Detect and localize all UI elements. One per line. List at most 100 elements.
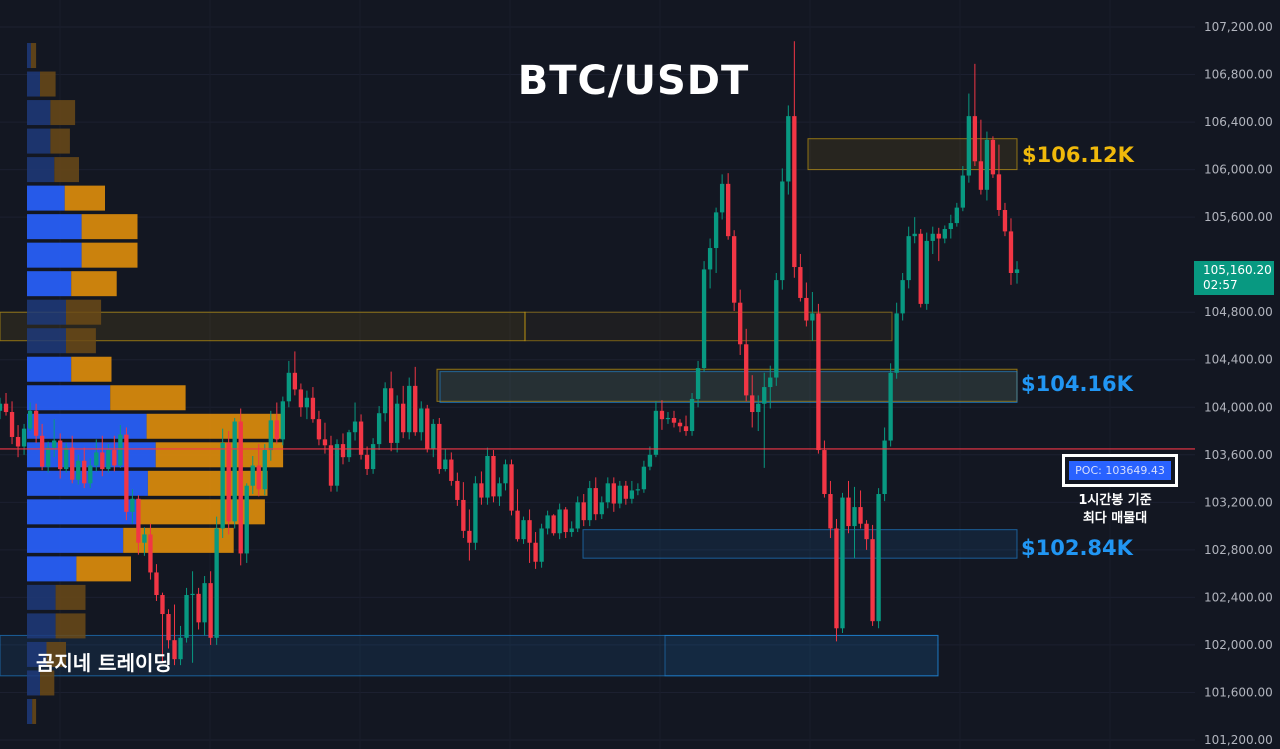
candle-body-121 xyxy=(725,183,731,237)
vp-buy-18 xyxy=(27,556,77,582)
candle-body-150 xyxy=(900,280,905,314)
candle-body-169 xyxy=(1014,269,1020,273)
candle-body-101 xyxy=(605,483,610,503)
candle-body-3 xyxy=(15,436,21,447)
vp-sell-13 xyxy=(146,413,284,439)
candle-body-88 xyxy=(527,520,532,543)
candle-body-21 xyxy=(124,434,129,512)
candle-body-87 xyxy=(521,520,526,540)
vp-buy-21 xyxy=(27,641,47,667)
candle-body-81 xyxy=(485,455,490,498)
price-tick-9: 103,200.00 xyxy=(1204,495,1273,509)
price-tick-6: 104,400.00 xyxy=(1204,353,1273,367)
vp-buy-17 xyxy=(27,527,124,553)
price-tick-8: 103,600.00 xyxy=(1204,448,1273,462)
candle-body-32 xyxy=(190,593,195,596)
candle-body-106 xyxy=(635,489,641,491)
price-tick-5: 104,800.00 xyxy=(1204,305,1273,319)
current-price-tag: 105,160.20 02:57 xyxy=(1194,261,1274,295)
candle-body-65 xyxy=(388,388,394,443)
candle-body-119 xyxy=(713,212,719,249)
candle-body-78 xyxy=(467,530,472,543)
candle-body-147 xyxy=(882,440,887,495)
candle-body-6 xyxy=(33,410,39,436)
zone-supply-0 xyxy=(807,138,1018,171)
vp-sell-22 xyxy=(40,670,55,696)
vp-buy-13 xyxy=(27,413,147,439)
candle-body-72 xyxy=(431,423,436,449)
candle-body-91 xyxy=(545,515,550,529)
volume-profile xyxy=(27,43,284,724)
candle-body-116 xyxy=(695,368,701,399)
candle-body-133 xyxy=(798,267,803,298)
candle-body-9 xyxy=(51,440,57,448)
candle-body-152 xyxy=(912,233,917,237)
candle-body-85 xyxy=(509,464,514,511)
candle-body-161 xyxy=(966,116,972,176)
candle-body-38 xyxy=(226,442,231,522)
candle-body-49 xyxy=(292,372,298,390)
vp-sell-18 xyxy=(76,556,131,582)
candle-body-34 xyxy=(202,583,207,623)
candle-body-135 xyxy=(810,313,815,321)
vp-sell-3 xyxy=(50,128,70,154)
vp-buy-5 xyxy=(27,185,65,211)
poc-note: 1시간봉 기준 최다 매물대 xyxy=(1060,492,1170,528)
level-label-104k: $104.16K xyxy=(1021,372,1133,396)
candle-body-76 xyxy=(455,480,460,500)
price-tick-3: 106,000.00 xyxy=(1204,163,1273,177)
candle-body-53 xyxy=(316,419,322,440)
candle-body-68 xyxy=(407,385,412,433)
candle-body-43 xyxy=(256,465,261,490)
vp-sell-10 xyxy=(66,328,96,354)
candle-body-74 xyxy=(443,459,448,470)
zones xyxy=(0,138,1018,677)
vp-sell-14 xyxy=(155,442,284,468)
candle-body-143 xyxy=(858,507,863,524)
candle-body-93 xyxy=(557,509,562,534)
candle-body-4 xyxy=(21,428,27,447)
candle-body-1 xyxy=(3,403,9,413)
candle-body-80 xyxy=(479,483,484,498)
zone-supply-ext xyxy=(524,311,893,342)
vp-buy-23 xyxy=(27,698,33,724)
candle-body-90 xyxy=(539,528,544,562)
price-tick-12: 102,000.00 xyxy=(1204,638,1273,652)
candle-body-145 xyxy=(870,539,875,622)
candle-body-138 xyxy=(828,494,833,529)
candle-body-62 xyxy=(370,444,376,470)
candle-body-141 xyxy=(846,497,851,527)
candle-body-75 xyxy=(449,459,454,481)
candle-body-154 xyxy=(924,240,929,304)
vp-sell-2 xyxy=(50,100,76,126)
poc-callout: POC: 103649.43 xyxy=(1062,454,1178,487)
candle-body-166 xyxy=(996,174,1002,211)
price-tick-4: 105,600.00 xyxy=(1204,210,1273,224)
candle-body-50 xyxy=(298,389,304,408)
vp-sell-9 xyxy=(66,299,102,325)
candle-body-114 xyxy=(683,426,689,432)
vp-sell-19 xyxy=(55,584,86,610)
price-tick-13: 101,600.00 xyxy=(1204,685,1273,699)
vp-sell-1 xyxy=(40,71,56,97)
vp-sell-4 xyxy=(54,157,79,183)
candle-body-22 xyxy=(130,498,135,512)
candle-body-131 xyxy=(786,116,791,182)
price-axis[interactable]: 107,200.00 106,800.00 106,400.00 106,000.00… xyxy=(1204,20,1273,747)
poc-label: POC: 103649.43 xyxy=(1069,461,1171,480)
brand-watermark: 곰지네 트레이딩 xyxy=(36,651,172,675)
vp-buy-15 xyxy=(27,470,148,496)
candle-body-48 xyxy=(286,372,292,402)
vp-buy-11 xyxy=(27,356,72,382)
candle-body-164 xyxy=(984,139,990,190)
candle-body-2 xyxy=(9,412,15,437)
candle-body-98 xyxy=(587,488,592,521)
vp-buy-8 xyxy=(27,271,72,297)
vp-sell-23 xyxy=(32,698,37,724)
vp-buy-2 xyxy=(27,100,51,126)
candle-body-23 xyxy=(136,498,141,543)
candle-body-69 xyxy=(413,385,418,433)
candle-body-142 xyxy=(852,507,857,527)
level-label-102k: $102.84K xyxy=(1021,536,1133,560)
